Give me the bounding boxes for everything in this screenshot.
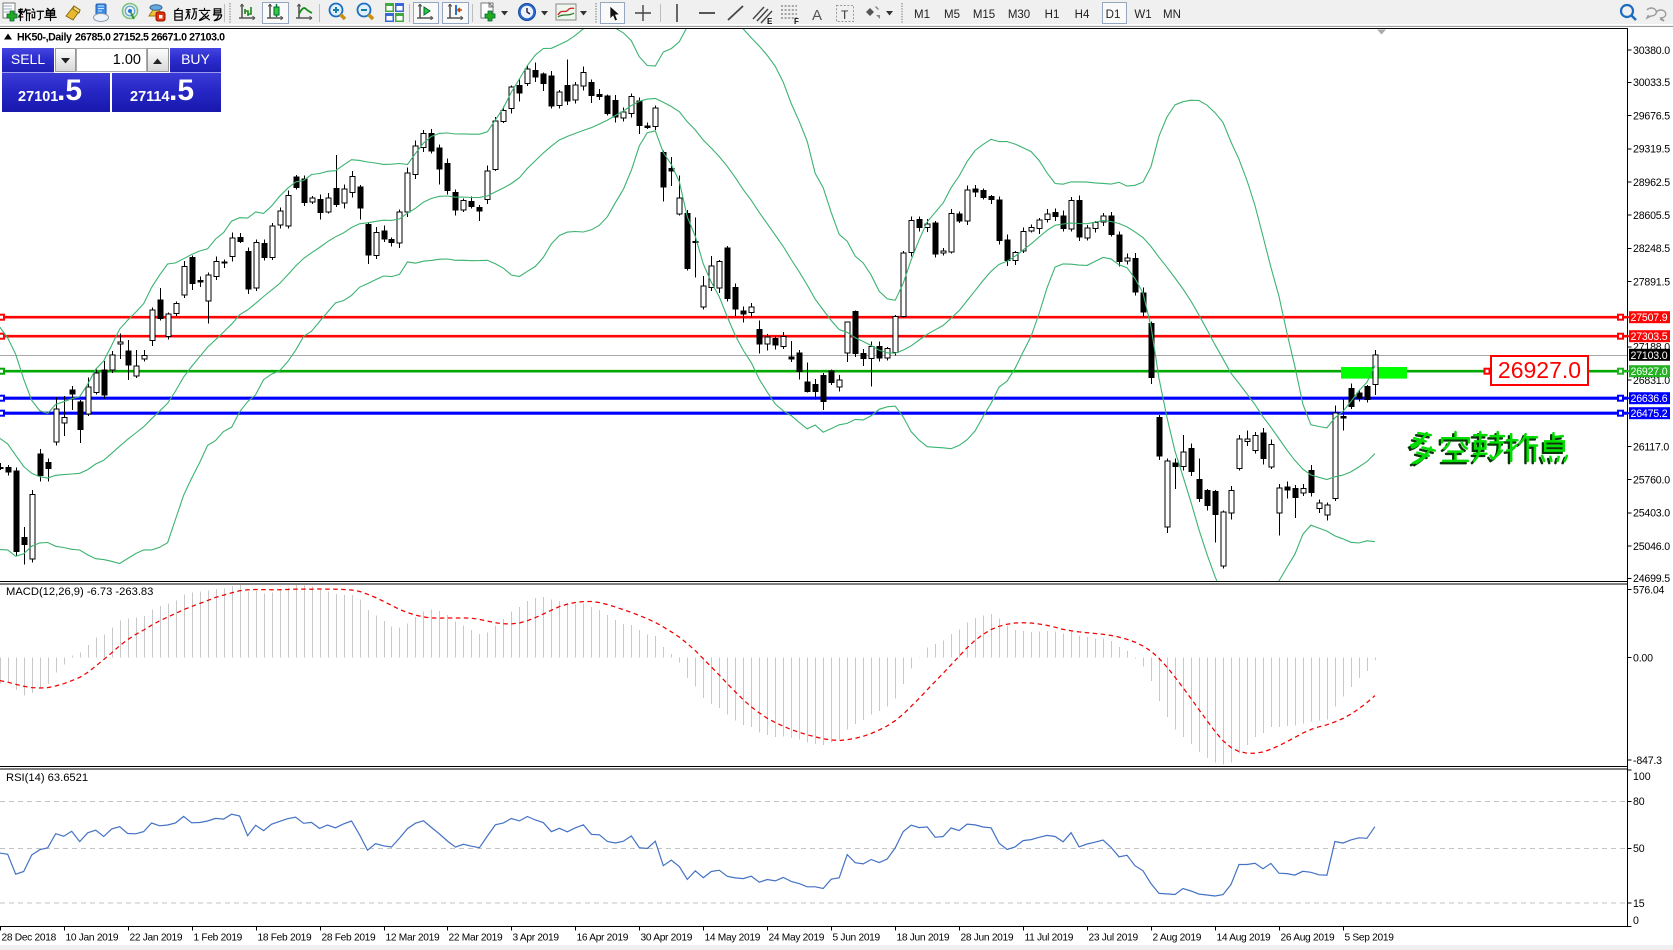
svg-text:M1: M1 xyxy=(914,9,930,21)
svg-text:18 Feb 2019: 18 Feb 2019 xyxy=(258,933,313,944)
svg-text:M15: M15 xyxy=(973,9,995,21)
svg-text:M5: M5 xyxy=(944,9,960,21)
svg-text:22 Jan 2019: 22 Jan 2019 xyxy=(130,933,183,944)
svg-text:18 Jun 2019: 18 Jun 2019 xyxy=(897,933,950,944)
svg-text:30 Apr 2019: 30 Apr 2019 xyxy=(641,933,693,944)
svg-text:26927.0: 26927.0 xyxy=(1631,366,1668,378)
svg-text:576.04: 576.04 xyxy=(1633,584,1665,596)
svg-text:28 Jun 2019: 28 Jun 2019 xyxy=(961,933,1014,944)
svg-text:24 May 2019: 24 May 2019 xyxy=(769,933,825,944)
svg-text:A: A xyxy=(812,7,822,24)
svg-text:0: 0 xyxy=(1633,915,1639,927)
svg-text:26636.6: 26636.6 xyxy=(1631,393,1668,405)
svg-text:27303.5: 27303.5 xyxy=(1631,331,1668,343)
svg-text:F: F xyxy=(794,17,799,26)
svg-text:T: T xyxy=(841,8,849,22)
svg-text:27103.0: 27103.0 xyxy=(1631,350,1668,362)
svg-text:25760.0: 25760.0 xyxy=(1633,475,1670,487)
svg-text:23 Jul 2019: 23 Jul 2019 xyxy=(1089,933,1139,944)
svg-text:RSI(14) 63.6521: RSI(14) 63.6521 xyxy=(6,772,88,784)
svg-text:12 Mar 2019: 12 Mar 2019 xyxy=(386,933,441,944)
svg-text:15: 15 xyxy=(1633,898,1645,910)
svg-text:5 Jun 2019: 5 Jun 2019 xyxy=(833,933,881,944)
svg-text:27891.5: 27891.5 xyxy=(1633,276,1670,288)
svg-text:25046.0: 25046.0 xyxy=(1633,541,1670,553)
svg-text:W1: W1 xyxy=(1134,9,1151,21)
svg-text:22 Mar 2019: 22 Mar 2019 xyxy=(449,933,504,944)
svg-text:H4: H4 xyxy=(1075,9,1090,21)
svg-text:H1: H1 xyxy=(1045,9,1060,21)
svg-text:3 Apr 2019: 3 Apr 2019 xyxy=(513,933,560,944)
svg-text:80: 80 xyxy=(1633,796,1645,808)
svg-text:0.00: 0.00 xyxy=(1633,652,1653,664)
svg-text:HK50-,Daily: HK50-,Daily xyxy=(17,32,72,44)
svg-text:28962.5: 28962.5 xyxy=(1633,177,1670,189)
svg-text:100: 100 xyxy=(1633,771,1651,783)
svg-text:14 May 2019: 14 May 2019 xyxy=(705,933,761,944)
svg-text:1 Feb 2019: 1 Feb 2019 xyxy=(194,933,243,944)
svg-text:2 Aug 2019: 2 Aug 2019 xyxy=(1153,933,1202,944)
svg-text:28 Dec 2018: 28 Dec 2018 xyxy=(2,933,57,944)
svg-text:29676.5: 29676.5 xyxy=(1633,110,1670,122)
svg-text:10 Jan 2019: 10 Jan 2019 xyxy=(66,933,119,944)
svg-text:26475.2: 26475.2 xyxy=(1631,408,1668,420)
svg-text:27507.9: 27507.9 xyxy=(1631,312,1668,324)
svg-text:E: E xyxy=(767,17,773,26)
svg-text:-847.3: -847.3 xyxy=(1633,755,1662,767)
svg-text:26831.0: 26831.0 xyxy=(1633,375,1670,387)
svg-text:11 Jul 2019: 11 Jul 2019 xyxy=(1025,933,1074,944)
svg-text:26 Aug 2019: 26 Aug 2019 xyxy=(1281,933,1336,944)
svg-text:28605.5: 28605.5 xyxy=(1633,210,1670,222)
svg-text:5 Sep 2019: 5 Sep 2019 xyxy=(1345,933,1395,944)
svg-text:50: 50 xyxy=(1633,843,1645,855)
svg-text:D1: D1 xyxy=(1106,9,1121,21)
svg-text:28 Feb 2019: 28 Feb 2019 xyxy=(322,933,377,944)
svg-text:M30: M30 xyxy=(1008,9,1030,21)
svg-text:25403.0: 25403.0 xyxy=(1633,508,1670,520)
svg-text:30380.0: 30380.0 xyxy=(1633,45,1670,57)
svg-text:MN: MN xyxy=(1163,9,1181,21)
svg-text:26117.0: 26117.0 xyxy=(1633,441,1669,453)
svg-text:29319.5: 29319.5 xyxy=(1633,144,1670,156)
svg-text:28248.5: 28248.5 xyxy=(1633,243,1670,255)
svg-text:30033.5: 30033.5 xyxy=(1633,77,1670,89)
svg-text:MACD(12,26,9) -6.73 -263.83: MACD(12,26,9) -6.73 -263.83 xyxy=(6,586,153,598)
svg-text:26785.0 27152.5 26671.0 27103.: 26785.0 27152.5 26671.0 27103.0 xyxy=(75,32,225,44)
svg-text:24699.5: 24699.5 xyxy=(1633,573,1670,585)
svg-text:14 Aug 2019: 14 Aug 2019 xyxy=(1217,933,1272,944)
svg-text:16 Apr 2019: 16 Apr 2019 xyxy=(577,933,629,944)
